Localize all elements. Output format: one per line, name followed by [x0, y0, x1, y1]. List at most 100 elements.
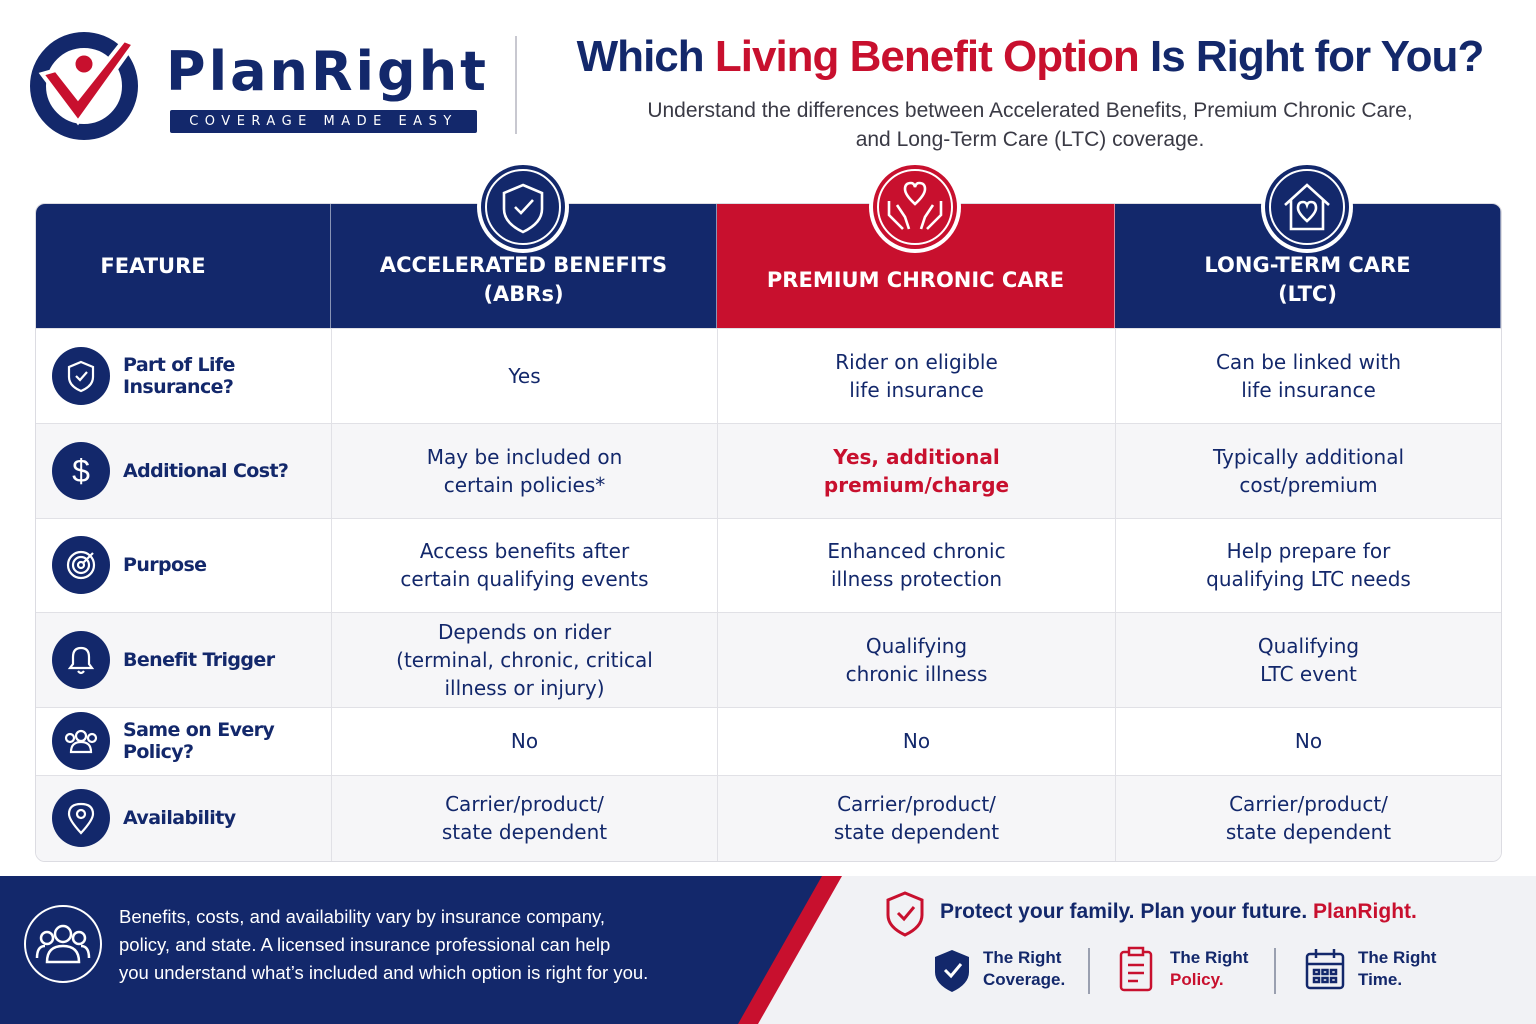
- icon-part: [1284, 183, 1330, 231]
- icon-part: [67, 360, 95, 392]
- icon-part: [86, 732, 98, 744]
- icon-part: [75, 808, 87, 820]
- feature-icon: [52, 536, 110, 594]
- icon-part: [919, 201, 943, 230]
- brand-tagline: COVERAGE MADE EASY: [170, 110, 477, 133]
- column-header-line: PREMIUM CHRONIC CARE: [766, 267, 1065, 292]
- feature-label: Purpose: [123, 554, 207, 576]
- badge: The Right Coverage.: [983, 947, 1065, 991]
- badge-line: Policy.: [1170, 970, 1224, 989]
- column-header-line: LONG-TERM CARE: [1204, 253, 1411, 277]
- note-line: policy, and state. A licensed insurance …: [119, 934, 611, 955]
- cell-line: May be included on: [426, 444, 623, 469]
- tagline-part: Plan your future.: [1140, 900, 1308, 923]
- column-icon: [869, 161, 961, 253]
- table-cell: Carrier/product/state dependent: [717, 775, 1115, 861]
- table-cell: Carrier/product/state dependent: [1115, 775, 1501, 861]
- icon-part: [64, 729, 98, 754]
- icon-part: [485, 169, 561, 245]
- table-cell: Help prepare for qualifying LTC needs: [1115, 518, 1501, 612]
- comparison-table: FEATURE ACCELERATED BENEFITS (ABRs) PREMIUM…: [35, 203, 1502, 862]
- cell-line: Can be linked with: [1215, 349, 1402, 374]
- cell-line: Carrier/product/: [1229, 792, 1388, 816]
- cell-line: Carrier/product/: [445, 792, 604, 816]
- icon-part: [52, 441, 110, 500]
- icon-part: [82, 552, 94, 564]
- feature-label: Additional Cost?: [123, 459, 289, 482]
- cell-line: Help prepare for: [1226, 539, 1391, 563]
- cell-line: Enhanced chronic: [827, 539, 1006, 563]
- icon-part: [887, 201, 911, 230]
- icon-part: [66, 550, 96, 580]
- brand-name: PlanRight: [166, 40, 489, 103]
- cell-line: (terminal, chronic, critical: [396, 647, 653, 672]
- cell-line: premium/charge: [823, 472, 1010, 497]
- icon-part: [52, 536, 110, 594]
- cell-line: state dependent: [441, 820, 608, 844]
- feature-label: Part of Life Insurance?: [123, 353, 235, 398]
- badge: The Right Time.: [1358, 947, 1436, 991]
- cell-line: No: [510, 729, 539, 753]
- footer-background: [0, 876, 1536, 1024]
- cell-line: state dependent: [833, 820, 1000, 844]
- row-background: [36, 775, 1501, 861]
- icon-part: $: [72, 453, 90, 489]
- feature-icon: [52, 346, 110, 405]
- icon-part: [67, 646, 95, 674]
- tagline-brand: PlanRight.: [1313, 900, 1417, 923]
- cell-line: LTC event: [1260, 661, 1357, 686]
- title-text: Is Right for You?: [1149, 32, 1484, 81]
- icon-part: [66, 550, 96, 580]
- icon-part: $: [72, 453, 90, 489]
- cell-line: state dependent: [1225, 820, 1392, 844]
- column-icon: [1261, 161, 1353, 253]
- cell-line: life insurance: [849, 377, 984, 402]
- table-cell: Qualifying chronic illness: [717, 612, 1115, 707]
- row-background: [36, 612, 1501, 707]
- subtitle: Understand the differences between Accel…: [530, 96, 1530, 154]
- badge-line: The Right: [1358, 948, 1437, 967]
- icon-part: [64, 732, 76, 744]
- cell-line: Typically additional: [1212, 444, 1405, 469]
- row-background: [36, 423, 1501, 518]
- icon-part: [52, 630, 110, 689]
- cell-line: Depends on rider: [437, 619, 612, 644]
- row-background: [36, 518, 1501, 612]
- cell-line: Carrier/product/: [837, 792, 996, 816]
- icon-part: [1269, 169, 1345, 245]
- subtitle-line: and Long-Term Care (LTC) coverage.: [855, 128, 1205, 151]
- tagline-part: Protect your family.: [940, 900, 1135, 923]
- icon-part: [502, 183, 544, 234]
- cell-line: Access benefits after: [419, 539, 630, 563]
- column-header-line: ACCELERATED BENEFITS: [379, 253, 668, 277]
- table-cell: Qualifying LTC event: [1115, 612, 1501, 707]
- badge-line: Time.: [1358, 970, 1403, 989]
- header-divider: [515, 36, 517, 134]
- column-header-line: FEATURE: [100, 253, 206, 278]
- feature-icon: [52, 712, 110, 770]
- row-background: [36, 707, 1501, 775]
- icon-part: [502, 183, 544, 234]
- cell-line: cost/premium: [1239, 472, 1378, 497]
- cell-line: certain policies*: [443, 472, 606, 497]
- table-cell: Can be linked with life insurance: [1115, 328, 1501, 423]
- title-highlight: Living Benefit Option: [714, 32, 1140, 81]
- subtitle-line: Understand the differences between Accel…: [647, 99, 1413, 122]
- badge-line: Coverage.: [983, 970, 1066, 989]
- column-header-line: (LTC): [1278, 282, 1337, 306]
- cell-line: Yes: [508, 363, 541, 388]
- icon-part: [67, 802, 95, 835]
- feature-label: Availability: [123, 807, 236, 829]
- logo-icon: [30, 32, 138, 140]
- icon-part: [1284, 183, 1330, 231]
- table-cell: Carrier/product/state dependent: [331, 775, 717, 861]
- cell-line: illness or injury): [444, 675, 605, 700]
- icon-part: [67, 802, 95, 835]
- icon-part: [481, 165, 565, 249]
- table-cell: Yes, additional premium/charge: [717, 423, 1115, 518]
- table-cell: Enhanced chronic illness protection: [717, 518, 1115, 612]
- icon-part: [1296, 200, 1318, 223]
- table-cell: May be included on certain policies*: [331, 423, 717, 518]
- icon-part: [52, 346, 110, 405]
- page-title: Which Living Benefit Option Is Right for…: [530, 32, 1530, 82]
